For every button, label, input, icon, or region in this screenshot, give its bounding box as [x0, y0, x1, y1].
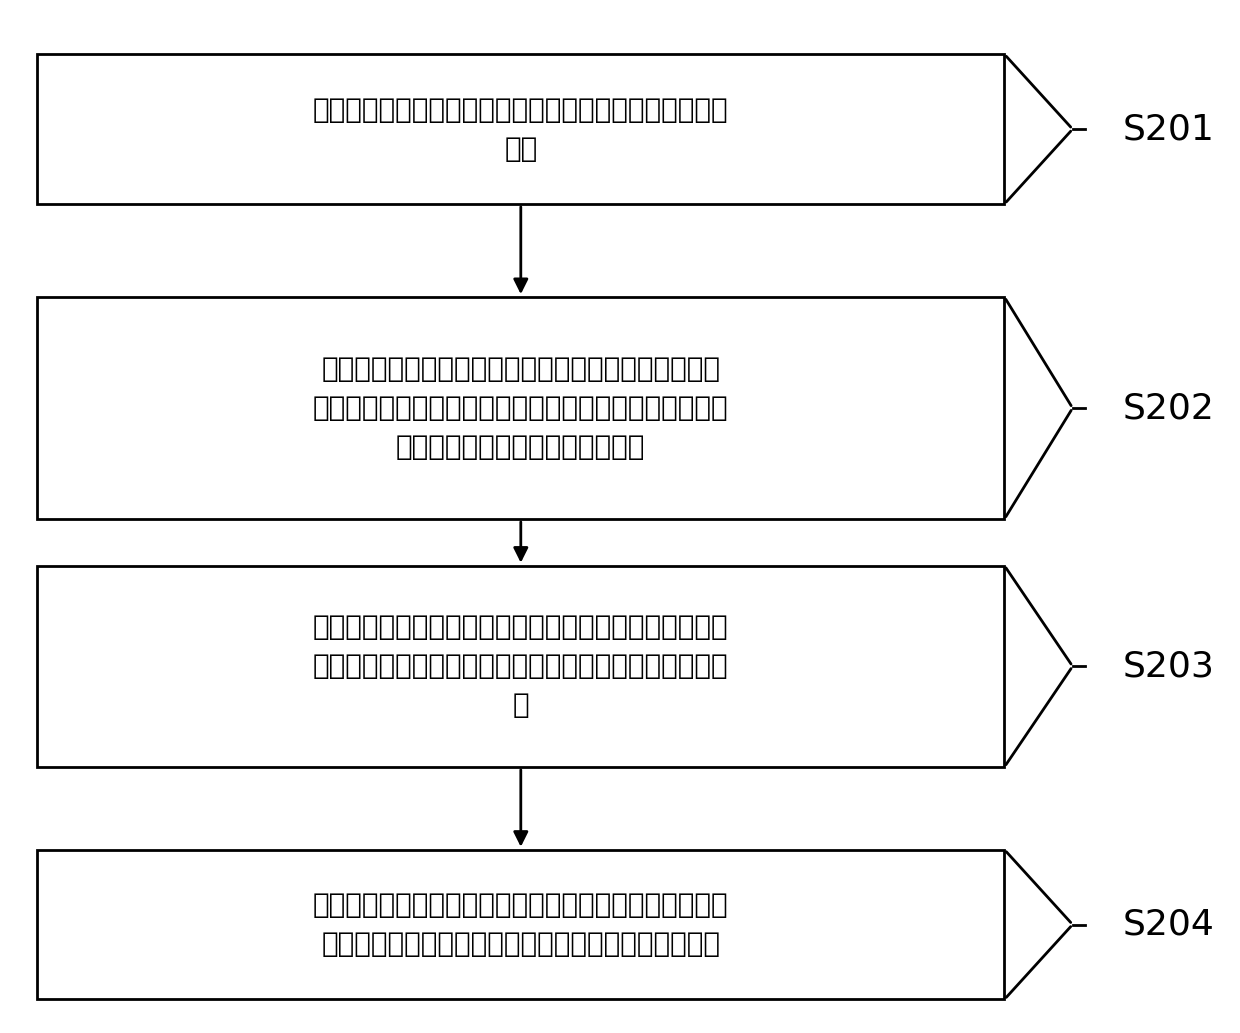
Bar: [37, 849, 1004, 1000]
Bar: [37, 566, 1004, 766]
Text: 使用电子束蒸发或溅射方法在所述第一石墨烯电极和第二
石墨烯电极上沉积金属，形成第一金属电极和第二金属电
极: 使用电子束蒸发或溅射方法在所述第一石墨烯电极和第二 石墨烯电极上沉积金属，形成第…: [312, 614, 729, 719]
Bar: [37, 298, 1004, 519]
Text: S201: S201: [1122, 113, 1214, 146]
Bar: [37, 54, 1004, 205]
Text: S204: S204: [1122, 908, 1214, 941]
Text: 在所述光波导区域转移第一石墨烯电极和第二石墨烯电
极，通过石墨烯电极的柔软性质，将第一石墨烯电极和第
二石墨烯电极贴合于光波导的两侧: 在所述光波导区域转移第一石墨烯电极和第二石墨烯电 极，通过石墨烯电极的柔软性质，…: [312, 355, 729, 461]
Text: S202: S202: [1122, 392, 1214, 425]
Text: 在所述光波导结构上沉积一层低折射率材料作为覆盖层，
所述低折射率材料不覆盖第一金属电极和第二金属电极: 在所述光波导结构上沉积一层低折射率材料作为覆盖层， 所述低折射率材料不覆盖第一金…: [312, 891, 729, 958]
Text: 通过电子束曝光和干法刻蚀对晶片进行处理，制备获取光
波导: 通过电子束曝光和干法刻蚀对晶片进行处理，制备获取光 波导: [312, 96, 729, 162]
Text: S203: S203: [1122, 650, 1214, 683]
